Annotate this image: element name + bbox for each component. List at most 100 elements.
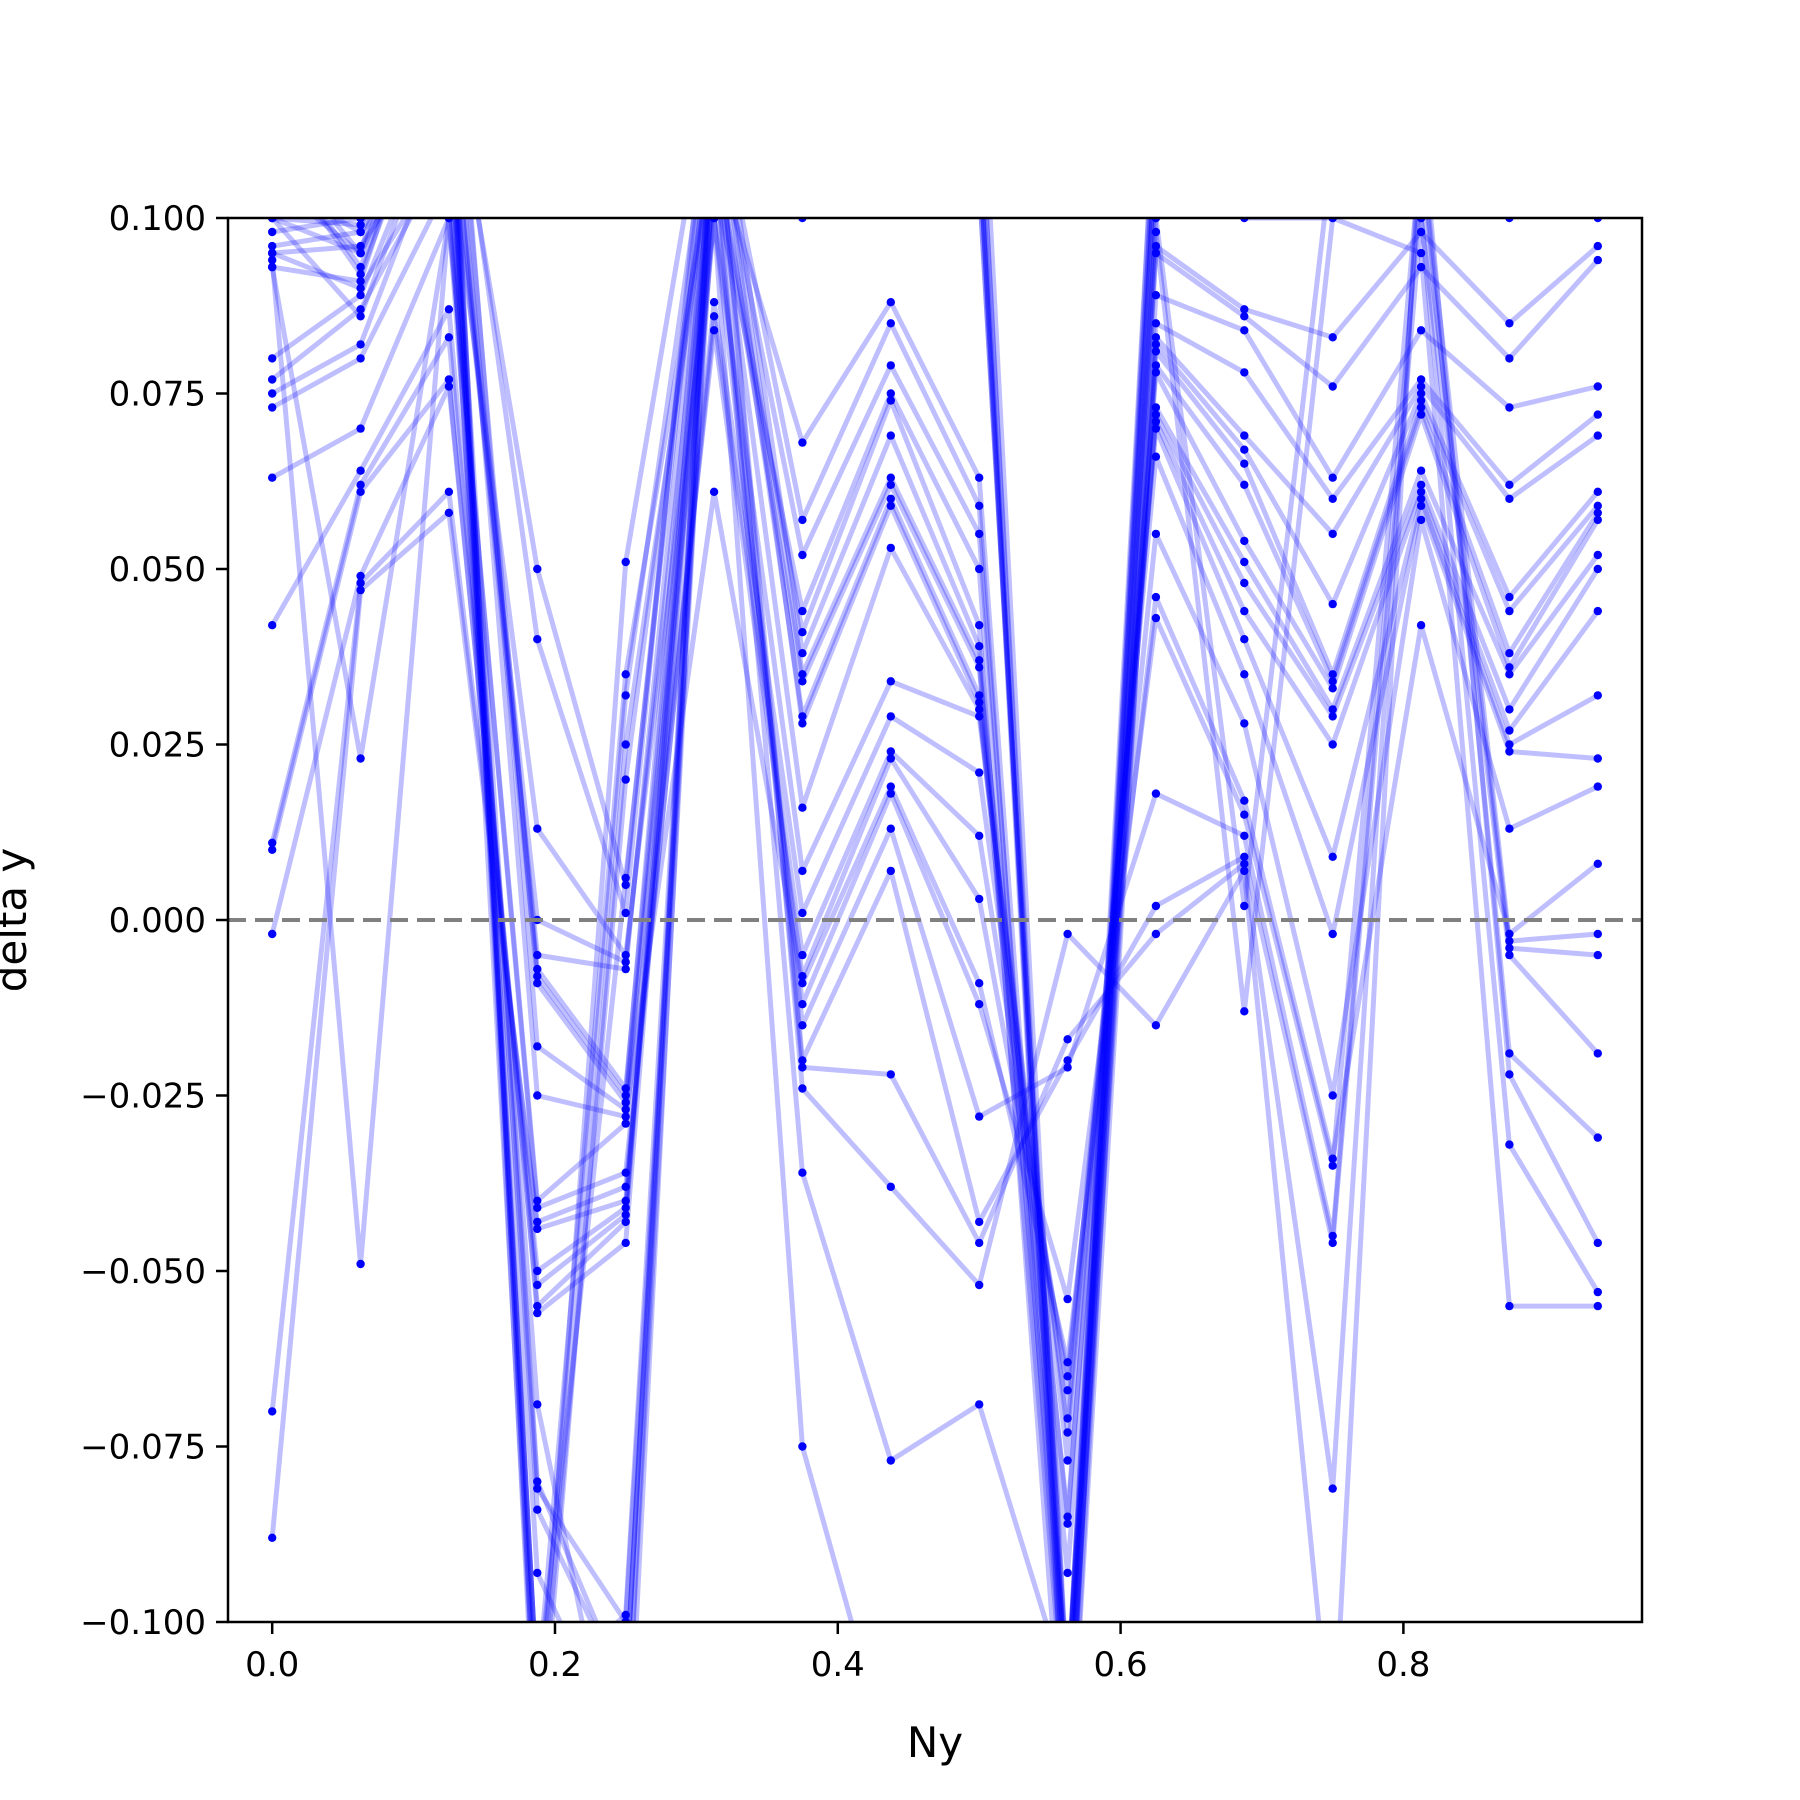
series-4 xyxy=(268,218,1603,1622)
series-line xyxy=(269,218,1599,1379)
data-point xyxy=(1416,466,1426,475)
data-point xyxy=(1505,480,1514,489)
data-point xyxy=(1593,550,1603,560)
data-point xyxy=(1151,241,1161,251)
data-point xyxy=(1063,1414,1072,1423)
series-line xyxy=(270,218,1600,1622)
data-point xyxy=(444,333,454,342)
data-point xyxy=(1151,368,1161,377)
data-point xyxy=(356,1259,365,1269)
data-point xyxy=(621,775,630,784)
data-point xyxy=(1593,859,1603,868)
data-point xyxy=(533,964,542,974)
data-point xyxy=(356,585,365,595)
data-point xyxy=(1240,312,1249,321)
data-point xyxy=(1593,431,1603,440)
data-point xyxy=(1505,705,1514,714)
y-tick-label: −0.025 xyxy=(80,1077,206,1117)
series-line xyxy=(271,218,1598,1622)
data-point xyxy=(975,768,984,777)
series-line xyxy=(269,218,1600,1520)
data-point xyxy=(268,403,277,412)
data-point xyxy=(798,803,807,812)
data-point xyxy=(798,515,807,525)
series-line xyxy=(271,218,1517,1622)
data-point xyxy=(268,389,277,398)
data-point xyxy=(1505,1070,1514,1079)
data-point xyxy=(798,950,807,960)
data-point xyxy=(356,340,365,349)
x-axis: 0.0 0.2 0.4 0.6 0.8 xyxy=(245,1622,1430,1685)
data-point xyxy=(975,705,984,714)
data-point xyxy=(798,979,807,988)
data-point xyxy=(1593,782,1603,791)
data-point xyxy=(1240,557,1249,567)
series-line xyxy=(269,218,1598,1393)
data-point xyxy=(1151,417,1161,426)
data-point xyxy=(356,291,365,300)
data-point xyxy=(1416,494,1426,503)
data-point xyxy=(621,880,630,890)
data-point xyxy=(1151,410,1161,419)
data-point xyxy=(1240,326,1249,335)
data-point xyxy=(798,438,807,447)
data-point xyxy=(1593,501,1603,510)
y-axis: 0.100 0.075 0.050 0.025 0.000 −0.025 −0.050 −0.… xyxy=(80,199,228,1643)
data-point xyxy=(1063,1056,1072,1065)
data-point xyxy=(886,473,895,482)
data-point xyxy=(533,1308,542,1318)
data-point xyxy=(268,1533,277,1543)
data-point xyxy=(1240,459,1249,468)
data-point xyxy=(1151,333,1161,342)
data-point xyxy=(1328,705,1337,714)
series-14 xyxy=(268,218,1603,1395)
data-point xyxy=(1416,389,1426,398)
data-point xyxy=(1593,929,1603,939)
series-6 xyxy=(268,218,1603,1622)
data-point xyxy=(975,473,984,482)
data-point xyxy=(1593,754,1603,763)
series-7 xyxy=(268,218,1603,1622)
data-point xyxy=(1240,719,1249,728)
data-point xyxy=(1328,494,1337,503)
data-point xyxy=(1240,606,1249,616)
data-point xyxy=(1151,403,1161,412)
data-point xyxy=(356,220,365,230)
data-point xyxy=(798,1084,807,1093)
data-point xyxy=(1240,578,1249,588)
data-point xyxy=(268,241,277,251)
data-point xyxy=(1593,1049,1603,1058)
data-point xyxy=(1328,1238,1337,1248)
data-point xyxy=(621,1203,630,1213)
data-point xyxy=(621,964,630,974)
data-point xyxy=(533,824,542,833)
data-point xyxy=(886,494,895,503)
data-point xyxy=(886,543,895,553)
data-point xyxy=(1063,1428,1072,1437)
series-line xyxy=(318,218,1600,1492)
data-point xyxy=(533,1280,542,1290)
series-13 xyxy=(268,298,1603,1543)
data-point xyxy=(1505,592,1514,602)
data-point xyxy=(533,1568,542,1578)
data-point xyxy=(709,487,719,496)
data-point xyxy=(621,1098,630,1107)
data-point xyxy=(621,908,630,918)
data-point xyxy=(533,1484,542,1493)
data-point xyxy=(975,1000,984,1009)
data-point xyxy=(1593,1287,1603,1297)
data-point xyxy=(533,1505,542,1514)
data-point xyxy=(1416,515,1426,525)
data-point xyxy=(1416,227,1426,237)
data-point xyxy=(1593,410,1603,419)
data-point xyxy=(886,319,895,328)
data-point xyxy=(356,466,365,475)
series-3 xyxy=(268,218,1603,1622)
data-point xyxy=(1240,852,1249,861)
series-8 xyxy=(268,218,1603,1528)
data-point xyxy=(886,361,895,370)
data-point xyxy=(1593,950,1603,960)
data-point xyxy=(886,747,895,756)
data-point xyxy=(1416,326,1426,335)
data-point xyxy=(621,957,630,967)
